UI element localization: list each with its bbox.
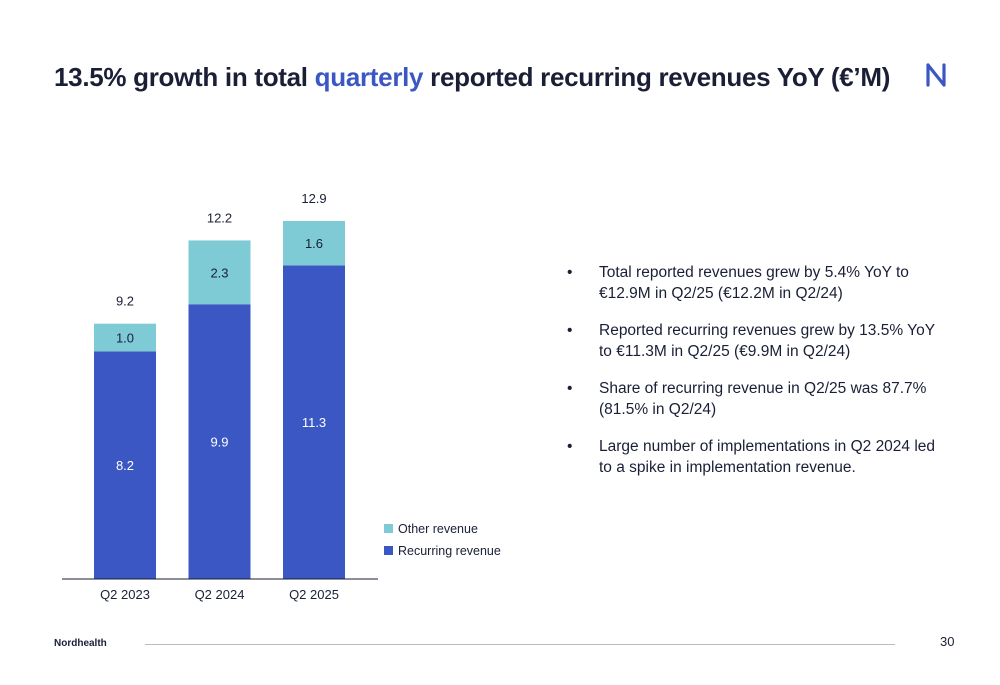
bar-segment-recurring: [188, 304, 251, 579]
x-tick-label: Q2 2023: [100, 587, 150, 602]
bar-segment-recurring: [94, 351, 156, 579]
legend-label: Other revenue: [398, 522, 478, 536]
bullet-text: Reported recurring revenues grew by 13.5…: [599, 322, 935, 360]
bullet-marker: •: [567, 438, 573, 455]
data-label: 1.6: [305, 236, 323, 251]
x-tick-label: Q2 2025: [289, 587, 339, 602]
bullet-item: • Large number of implementations in Q2 2…: [567, 436, 947, 478]
total-label: 12.2: [207, 210, 232, 225]
total-label: 12.9: [301, 191, 326, 206]
data-label: 9.9: [210, 435, 228, 450]
bullet-text: Large number of implementations in Q2 20…: [599, 438, 936, 476]
bullet-item: • Total reported revenues grew by 5.4% Yo…: [567, 262, 947, 304]
bullet-text: Total reported revenues grew by 5.4% YoY…: [599, 264, 909, 302]
key-points-list: • Total reported revenues grew by 5.4% Yo…: [567, 262, 947, 494]
nordhealth-logo-icon: [926, 63, 946, 87]
bullet-item: • Reported recurring revenues grew by 13.…: [567, 320, 947, 362]
bar-segment-other: [283, 221, 345, 266]
bullet-marker: •: [567, 380, 573, 397]
total-label: 9.2: [116, 294, 134, 309]
bar-segment-other: [188, 240, 251, 305]
data-label: 1.0: [116, 331, 134, 346]
data-label: 2.3: [210, 265, 228, 280]
data-label: 8.2: [116, 458, 134, 473]
title-part-1: 13.5% growth in total: [54, 62, 315, 92]
bullet-marker: •: [567, 322, 573, 339]
title-accent: quarterly: [314, 62, 424, 92]
footer-brand: Nordhealth: [54, 638, 107, 649]
legend-swatch: [384, 524, 393, 533]
page-title: 13.5% growth in total quarterly reported…: [54, 62, 890, 93]
title-part-2: reported recurring revenues YoY (€’M): [423, 62, 891, 92]
page-number: 30: [940, 634, 955, 649]
legend-label: Recurring revenue: [398, 544, 501, 558]
bullet-item: • Share of recurring revenue in Q2/25 was…: [567, 378, 947, 420]
x-tick-label: Q2 2024: [195, 587, 245, 602]
bullet-text: Share of recurring revenue in Q2/25 was …: [599, 380, 927, 418]
bar-segment-recurring: [283, 265, 345, 579]
legend-swatch: [384, 546, 393, 555]
footer-divider: [145, 644, 895, 645]
data-label: 11.3: [302, 415, 326, 430]
bullet-marker: •: [567, 264, 573, 281]
bar-segment-other: [94, 323, 156, 352]
